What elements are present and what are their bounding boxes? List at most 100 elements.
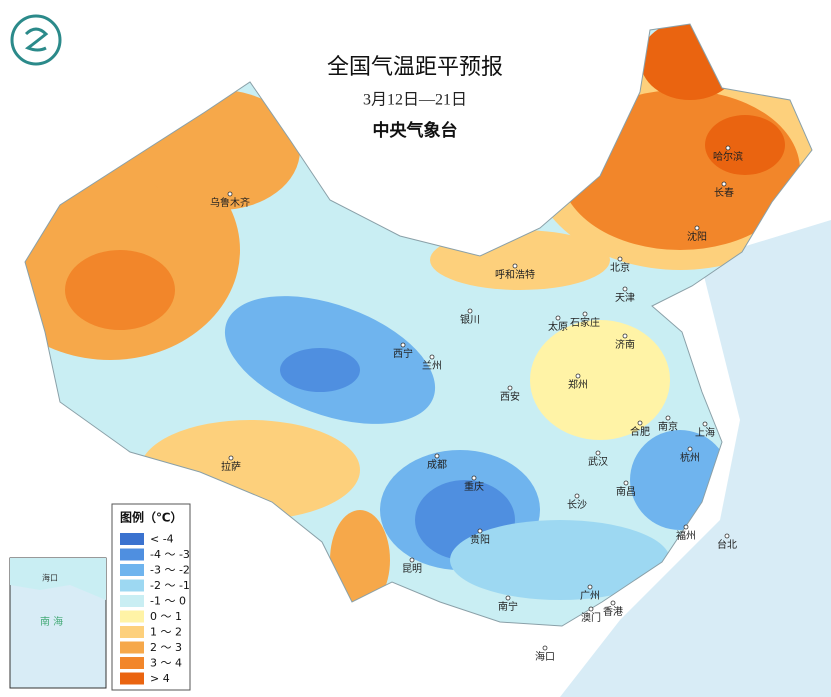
city-dot <box>694 225 700 231</box>
city-label: 济南 <box>615 338 635 351</box>
legend: 图例（℃） < -4 -4 ～ -3 -3 ～ -2 -2 ～ -1 -1 ～ 0 0 ～… <box>111 503 191 691</box>
legend-swatch <box>120 548 144 561</box>
city-dot <box>702 421 708 427</box>
city-label: 长沙 <box>567 499 587 511</box>
city-dot <box>574 493 580 499</box>
legend-label: -4 ～ -3 <box>150 548 190 561</box>
city-dot <box>429 354 435 360</box>
legend-swatch <box>120 626 144 638</box>
city-dot <box>623 480 629 486</box>
date-range: 3月12日—21日 <box>363 92 467 109</box>
city-dot <box>400 342 406 348</box>
city-label: 乌鲁木齐 <box>210 196 250 209</box>
city-dot <box>227 191 233 197</box>
city-label: 北京 <box>610 261 630 274</box>
legend-swatch <box>120 657 144 669</box>
city-label: 福州 <box>676 529 696 542</box>
city-dot <box>617 256 623 262</box>
city-label: 天津 <box>615 292 635 304</box>
legend-swatch <box>120 595 144 607</box>
legend-swatch <box>120 672 144 685</box>
inset-label: 海口 <box>42 573 58 583</box>
legend-label: -1 ～ 0 <box>150 595 186 608</box>
city-label: 台北 <box>717 538 737 551</box>
inset: 海口 南 海 <box>9 557 107 689</box>
city-dot <box>477 528 483 534</box>
city-label: 拉萨 <box>221 460 241 473</box>
city-dot <box>555 315 561 321</box>
city-dot <box>582 311 588 317</box>
city-label: 郑州 <box>568 378 588 391</box>
city-dot <box>228 455 234 461</box>
city-label: 重庆 <box>464 480 484 493</box>
city-dot <box>409 557 415 563</box>
city-label: 成都 <box>427 459 447 471</box>
field-cold <box>280 348 360 392</box>
legend-label: 0 ～ 1 <box>150 610 182 623</box>
field-warm <box>530 320 670 440</box>
title: 全国气温距平预报 <box>327 55 503 80</box>
city-label: 杭州 <box>680 451 700 464</box>
city-dot <box>542 645 548 651</box>
city-label: 武汉 <box>588 455 608 468</box>
field-warm <box>330 510 390 610</box>
legend-label: 3 ～ 4 <box>150 657 182 670</box>
logo <box>10 14 62 66</box>
city-dot <box>721 181 727 187</box>
field-cold <box>450 520 670 600</box>
city-label: 西安 <box>500 390 520 403</box>
legend-swatch <box>120 579 144 592</box>
city-label: 太原 <box>548 320 568 333</box>
logo-mark <box>24 27 49 52</box>
city-label: 香港 <box>603 606 623 618</box>
legend-label: 2 ～ 3 <box>150 641 182 654</box>
city-label: 上海 <box>695 426 715 439</box>
legend-label: > 4 <box>150 672 170 685</box>
city-dot <box>505 595 511 601</box>
inset-label: 南 海 <box>40 615 63 628</box>
field-warm <box>705 115 785 175</box>
sea <box>560 220 831 697</box>
city-dot <box>637 420 643 426</box>
city-label: 南京 <box>658 420 678 433</box>
city-dot <box>724 533 730 539</box>
legend-swatch <box>120 610 144 623</box>
city-label: 沈阳 <box>687 230 707 243</box>
agency: 中央气象台 <box>373 120 458 141</box>
city-label: 广州 <box>580 590 600 602</box>
city-label: 合肥 <box>630 425 650 438</box>
city-label: 南宁 <box>498 600 518 613</box>
city-label: 西宁 <box>393 347 413 360</box>
city-label: 哈尔滨 <box>713 150 743 163</box>
city-label: 贵阳 <box>470 533 490 546</box>
legend-label: -2 ～ -1 <box>150 579 190 592</box>
legend-swatch <box>120 533 144 545</box>
legend-label: 1 ～ 2 <box>150 626 182 639</box>
city-dot <box>587 584 593 590</box>
city-dot <box>588 606 594 612</box>
city-dot <box>610 600 616 606</box>
city-dot <box>467 308 473 314</box>
city-label: 昆明 <box>402 563 422 575</box>
inset-land <box>10 558 106 600</box>
legend-swatch <box>120 641 144 654</box>
city-dot <box>665 415 671 421</box>
city-label: 石家庄 <box>570 316 600 329</box>
city-dot <box>683 524 689 530</box>
city-dot <box>622 333 628 339</box>
city-dot <box>507 385 513 391</box>
city-dot <box>622 286 628 292</box>
legend-label: -3 ～ -2 <box>150 564 190 577</box>
city-dot <box>725 145 731 151</box>
city-label: 海口 <box>535 650 555 663</box>
legend-label: < -4 <box>150 533 174 546</box>
city-label: 长春 <box>714 187 734 199</box>
legend-title: 图例（℃） <box>120 510 183 525</box>
city-dot <box>687 446 693 452</box>
city-label: 银川 <box>460 313 480 326</box>
legend-swatch <box>120 564 144 576</box>
city-dot <box>512 263 518 269</box>
